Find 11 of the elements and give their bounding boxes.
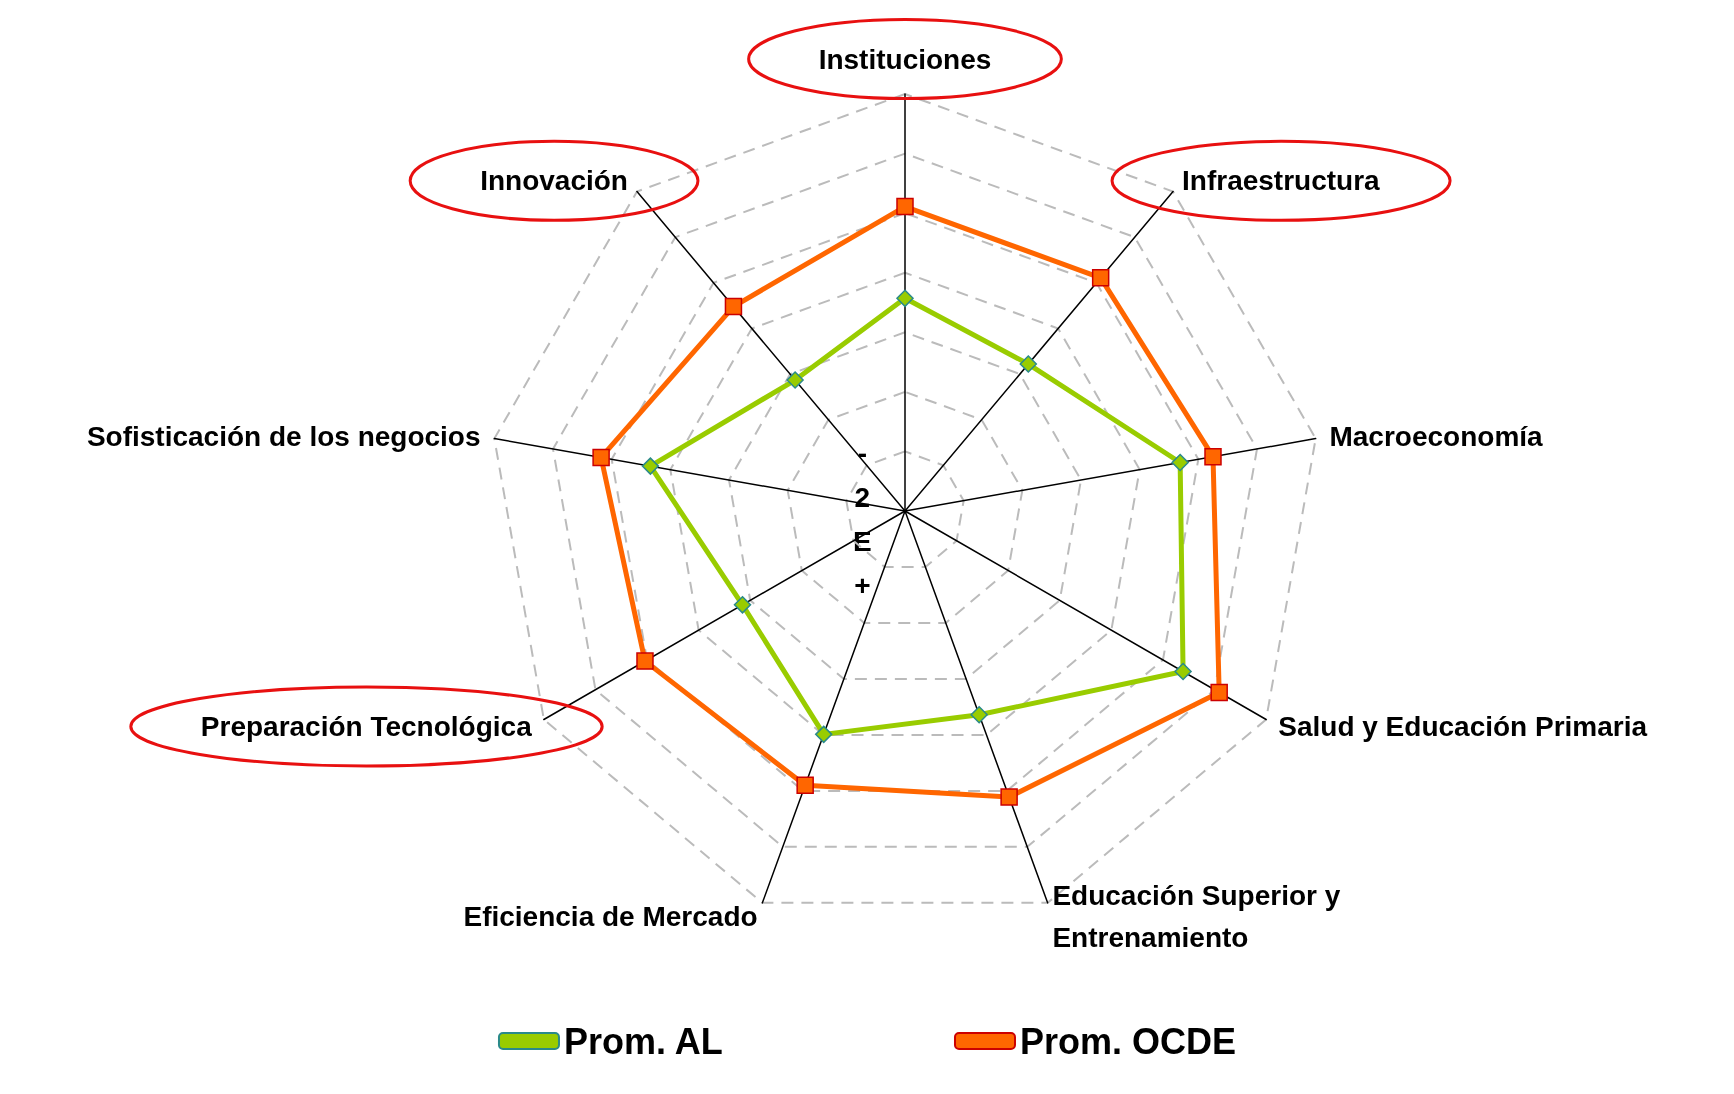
spoke-label: Educación Superior y Entrenamiento — [1052, 879, 1341, 953]
spoke-label: Sofisticación de los negocios — [86, 420, 481, 452]
spoke-label: Instituciones — [818, 43, 992, 75]
spoke-label: Infraestructura — [1182, 165, 1381, 197]
spoke-label: Macroeconomía — [1329, 420, 1544, 452]
spoke-label: Salud y Educación Primaria — [1278, 711, 1648, 742]
spoke-label: Innovación — [480, 165, 628, 197]
legend-label: Prom. AL — [563, 1020, 723, 1062]
spoke-label: Preparación Tecnológica — [200, 711, 533, 742]
legend-label: Prom. OCDE — [1019, 1020, 1237, 1062]
spoke-label: Eficiencia de Mercado — [463, 900, 758, 932]
